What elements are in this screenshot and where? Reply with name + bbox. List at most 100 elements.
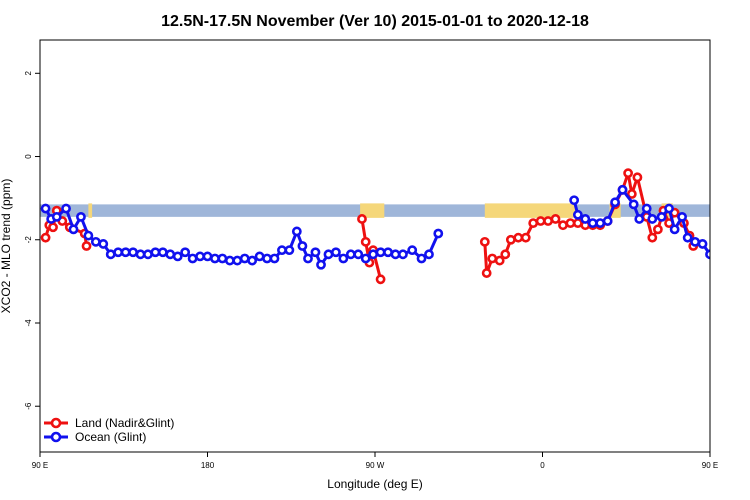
data-point — [83, 230, 94, 241]
data-point — [48, 222, 58, 233]
data-point — [360, 236, 371, 247]
data-point — [316, 259, 326, 270]
data-point — [513, 232, 524, 243]
data-point — [297, 241, 308, 251]
y-tick-label: 2 — [24, 71, 33, 76]
data-point — [291, 226, 302, 237]
data-point — [157, 247, 168, 258]
legend-label: Ocean (Glint) — [75, 430, 146, 444]
data-point — [535, 216, 546, 226]
data-point — [656, 211, 667, 222]
data-point — [368, 249, 379, 260]
data-point — [481, 268, 492, 278]
y-tick-label: -6 — [24, 402, 33, 410]
data-point — [520, 232, 531, 243]
data-point — [705, 249, 710, 260]
ocean-series — [40, 184, 743, 270]
data-point — [736, 251, 743, 258]
data-point — [500, 249, 511, 260]
data-point — [647, 214, 658, 224]
data-point — [634, 214, 645, 224]
data-point — [61, 203, 71, 214]
data-point — [51, 211, 62, 222]
data-point — [247, 255, 258, 266]
data-point — [81, 241, 92, 251]
data-point — [269, 253, 280, 264]
legend-item: Land (Nadir&Glint) — [44, 416, 174, 430]
data-point — [105, 249, 116, 260]
data-point — [284, 245, 295, 256]
data-point — [677, 211, 687, 222]
legend-label: Land (Nadir&Glint) — [75, 416, 174, 430]
data-point — [543, 216, 553, 226]
data-point — [338, 253, 349, 264]
data-point — [202, 251, 213, 262]
data-point — [172, 251, 183, 262]
chart-title: 12.5N-17.5N November (Ver 10) 2015-01-01… — [161, 13, 589, 30]
data-point — [40, 203, 51, 214]
axes: 90 E 180 90 W 0 90 E 2 0 -2 -4 -6 — [24, 71, 718, 470]
data-point — [407, 245, 418, 256]
data-point — [135, 249, 146, 260]
series-layer — [40, 168, 743, 285]
data-point — [310, 247, 321, 258]
x-tick-label: 180 — [201, 461, 215, 470]
y-axis-label: XCO2 - MLO trend (ppm) — [0, 179, 13, 314]
data-point — [375, 274, 386, 285]
data-point — [40, 232, 51, 243]
data-point — [239, 253, 250, 264]
legend-marker — [50, 431, 62, 443]
data-point — [98, 239, 109, 249]
data-point — [195, 251, 205, 262]
data-point — [664, 203, 674, 214]
x-axis-label: Longitude (deg E) — [327, 477, 422, 491]
data-point — [224, 255, 235, 266]
data-point — [505, 234, 516, 245]
data-point — [697, 239, 708, 249]
data-point — [165, 249, 176, 260]
x-tick-label: 0 — [540, 461, 545, 470]
data-point — [602, 216, 613, 226]
x-tick-label: 90 E — [32, 461, 48, 470]
data-point — [120, 247, 131, 258]
data-point — [565, 218, 576, 229]
data-point — [277, 245, 287, 256]
y-tick-label: -4 — [24, 319, 33, 327]
data-point — [398, 249, 408, 260]
data-point — [180, 247, 191, 258]
data-point — [90, 236, 101, 247]
background-band — [40, 203, 710, 218]
data-point — [729, 249, 736, 256]
data-point — [375, 247, 386, 258]
data-point — [572, 218, 583, 229]
data-point — [303, 253, 313, 264]
data-point — [652, 224, 663, 235]
y-tick-label: 0 — [24, 154, 33, 159]
land-band-segment — [88, 203, 93, 218]
land-band-segment — [609, 203, 621, 218]
land-band-segment — [484, 203, 576, 218]
data-point — [632, 172, 643, 183]
data-point — [610, 197, 620, 208]
data-point — [587, 218, 598, 229]
data-point — [572, 209, 583, 220]
data-point — [76, 211, 86, 222]
data-point — [494, 255, 505, 266]
data-point — [628, 199, 639, 210]
data-point — [433, 228, 444, 239]
data-point — [383, 247, 393, 258]
data-point — [690, 236, 701, 247]
data-point — [150, 247, 161, 258]
data-point — [641, 203, 652, 214]
data-point — [357, 214, 367, 224]
data-point — [232, 255, 243, 266]
x-tick-label: 90 W — [366, 461, 385, 470]
data-point — [623, 168, 634, 179]
data-point — [143, 249, 153, 260]
data-point — [254, 251, 265, 262]
data-point — [569, 195, 580, 206]
x-tick-label: 90 E — [702, 461, 718, 470]
data-point — [714, 249, 721, 256]
data-point — [353, 249, 364, 260]
